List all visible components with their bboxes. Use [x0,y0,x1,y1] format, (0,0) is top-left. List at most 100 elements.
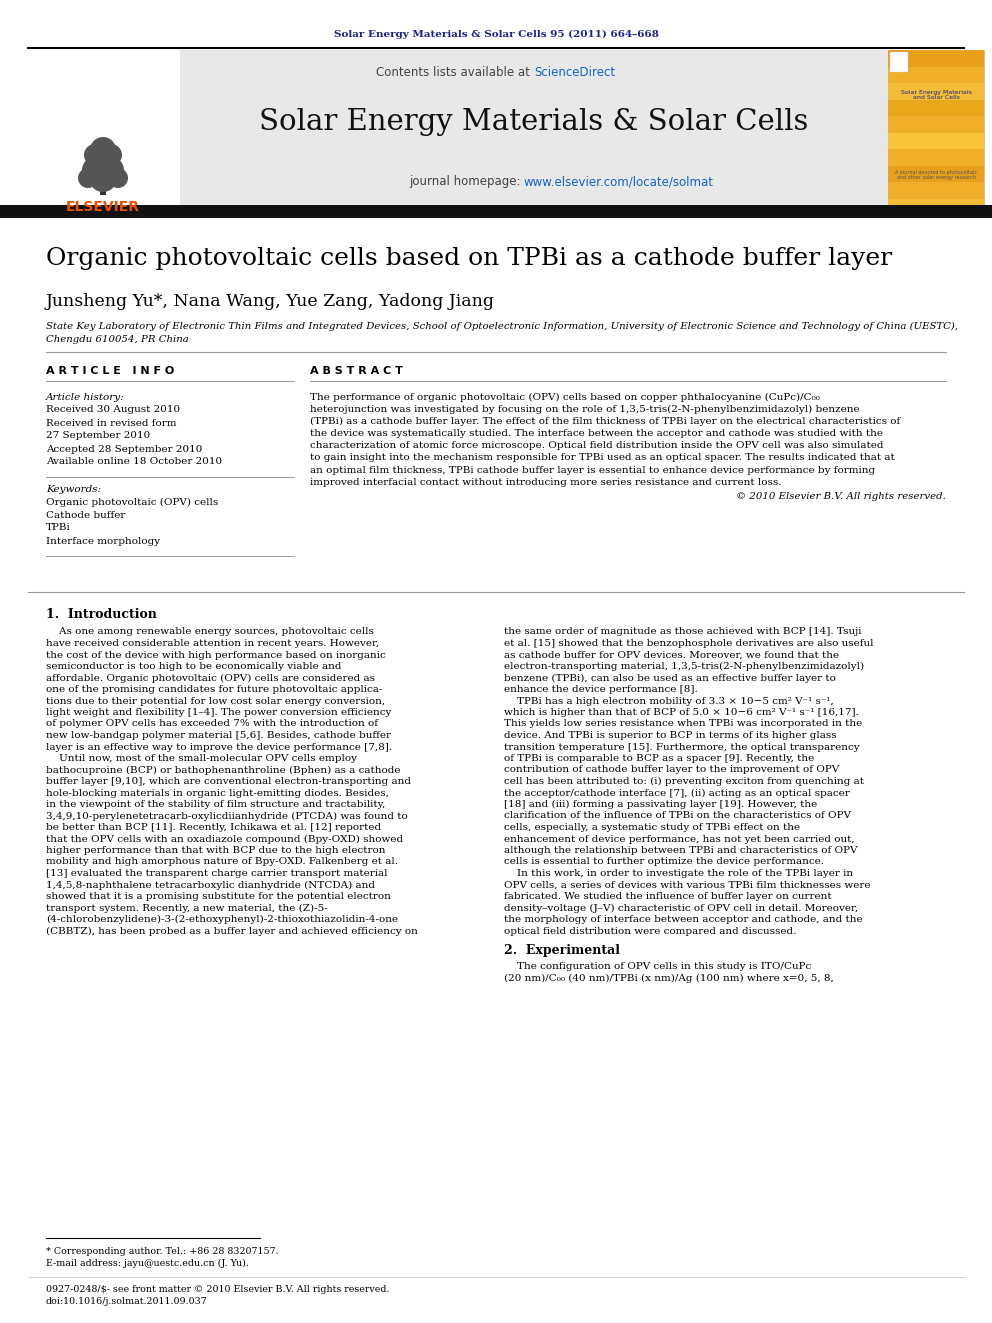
Text: transition temperature [15]. Furthermore, the optical transparency: transition temperature [15]. Furthermore… [504,742,860,751]
Text: (TPBi) as a cathode buffer layer. The effect of the film thickness of TPBi layer: (TPBi) as a cathode buffer layer. The ef… [310,417,901,426]
Text: device. And TPBi is superior to BCP in terms of its higher glass: device. And TPBi is superior to BCP in t… [504,732,836,740]
Bar [888,183,984,198]
Text: 0927-0248/$- see front matter © 2010 Elsevier B.V. All rights reserved.: 0927-0248/$- see front matter © 2010 Els… [46,1285,390,1294]
Text: cells, especially, a systematic study of TPBi effect on the: cells, especially, a systematic study of… [504,823,801,832]
Text: enhancement of device performance, has not yet been carried out,: enhancement of device performance, has n… [504,835,855,844]
Text: journal homepage:: journal homepage: [409,176,524,188]
Bar [888,50,984,216]
Text: Received 30 August 2010: Received 30 August 2010 [46,406,181,414]
Text: The performance of organic photovoltaic (OPV) cells based on copper phthalocyani: The performance of organic photovoltaic … [310,393,819,402]
Text: OPV cells, a series of devices with various TPBi film thicknesses were: OPV cells, a series of devices with vari… [504,881,871,889]
Bar [888,66,984,83]
Text: although the relationship between TPBi and characteristics of OPV: although the relationship between TPBi a… [504,845,857,855]
Text: et al. [15] showed that the benzophosphole derivatives are also useful: et al. [15] showed that the benzophospho… [504,639,874,648]
Text: improved interfacial contact without introducing more series resistance and curr: improved interfacial contact without int… [310,478,782,487]
Text: mobility and high amorphous nature of Bpy-OXD. Falkenberg et al.: mobility and high amorphous nature of Bp… [46,857,398,867]
Text: Accepted 28 September 2010: Accepted 28 September 2010 [46,445,202,454]
Text: of polymer OPV cells has exceeded 7% with the introduction of: of polymer OPV cells has exceeded 7% wit… [46,720,378,729]
Text: to gain insight into the mechanism responsible for TPBi used as an optical space: to gain insight into the mechanism respo… [310,454,895,463]
Text: TPBi: TPBi [46,524,70,532]
Text: 2.  Experimental: 2. Experimental [504,945,620,957]
Bar [0,205,992,218]
Text: * Corresponding author. Tel.: +86 28 83207157.: * Corresponding author. Tel.: +86 28 832… [46,1246,279,1256]
Circle shape [89,164,117,192]
Circle shape [84,144,106,165]
Text: Junsheng Yu*, Nana Wang, Yue Zang, Yadong Jiang: Junsheng Yu*, Nana Wang, Yue Zang, Yadon… [46,294,495,311]
Text: tions due to their potential for low cost solar energy conversion,: tions due to their potential for low cos… [46,696,385,705]
Bar [888,83,984,99]
Circle shape [100,144,122,165]
Text: Article history:: Article history: [46,393,125,401]
Bar [100,169,106,194]
Circle shape [108,168,128,188]
Text: The configuration of OPV cells in this study is ITO/CuPc: The configuration of OPV cells in this s… [504,962,811,971]
Bar [888,99,984,116]
Text: characterization of atomic force microscope. Optical field distribution inside t: characterization of atomic force microsc… [310,442,884,450]
Text: 27 September 2010: 27 September 2010 [46,431,150,441]
Text: E-mail address: jayu@uestc.edu.cn (J. Yu).: E-mail address: jayu@uestc.edu.cn (J. Yu… [46,1258,249,1267]
Text: one of the promising candidates for future photovoltaic applica-: one of the promising candidates for futu… [46,685,382,695]
Text: showed that it is a promising substitute for the potential electron: showed that it is a promising substitute… [46,892,391,901]
Text: www.elsevier.com/locate/solmat: www.elsevier.com/locate/solmat [524,176,714,188]
Text: light weight and flexibility [1–4]. The power conversion efficiency: light weight and flexibility [1–4]. The … [46,708,392,717]
Text: TPBi has a high electron mobility of 3.3 × 10−5 cm² V⁻¹ s⁻¹,: TPBi has a high electron mobility of 3.3… [504,696,833,705]
Text: © 2010 Elsevier B.V. All rights reserved.: © 2010 Elsevier B.V. All rights reserved… [736,492,946,501]
Text: the device was systematically studied. The interface between the acceptor and ca: the device was systematically studied. T… [310,429,883,438]
Text: Chengdu 610054, PR China: Chengdu 610054, PR China [46,336,188,344]
Text: doi:10.1016/j.solmat.2011.09.037: doi:10.1016/j.solmat.2011.09.037 [46,1297,207,1306]
Text: affordable. Organic photovoltaic (OPV) cells are considered as: affordable. Organic photovoltaic (OPV) c… [46,673,375,683]
Text: As one among renewable energy sources, photovoltaic cells: As one among renewable energy sources, p… [46,627,374,636]
Text: ScienceDirect: ScienceDirect [534,66,615,79]
Circle shape [87,146,119,179]
Text: density–voltage (J–V) characteristic of OPV cell in detail. Moreover,: density–voltage (J–V) characteristic of … [504,904,858,913]
Bar [888,50,984,66]
Text: which is higher than that of BCP of 5.0 × 10−6 cm² V⁻¹ s⁻¹ [16,17].: which is higher than that of BCP of 5.0 … [504,708,859,717]
Text: 3,4,9,10-perylenetetracarb-oxylicdiianhydride (PTCDA) was found to: 3,4,9,10-perylenetetracarb-oxylicdiianhy… [46,811,408,820]
Text: semiconductor is too high to be economically viable and: semiconductor is too high to be economic… [46,662,341,671]
Text: new low-bandgap polymer material [5,6]. Besides, cathode buffer: new low-bandgap polymer material [5,6]. … [46,732,391,740]
Text: (CBBTZ), has been probed as a buffer layer and achieved efficiency on: (CBBTZ), has been probed as a buffer lay… [46,926,418,935]
Text: fabricated. We studied the influence of buffer layer on current: fabricated. We studied the influence of … [504,892,831,901]
Text: Keywords:: Keywords: [46,484,101,493]
Text: of TPBi is comparable to BCP as a spacer [9]. Recently, the: of TPBi is comparable to BCP as a spacer… [504,754,814,763]
Bar [890,52,908,71]
Text: Organic photovoltaic cells based on TPBi as a cathode buffer layer: Organic photovoltaic cells based on TPBi… [46,246,892,270]
Bar [888,165,984,183]
Circle shape [78,168,98,188]
Text: higher performance than that with BCP due to the high electron: higher performance than that with BCP du… [46,845,386,855]
Text: 1.  Introduction: 1. Introduction [46,607,157,620]
Text: buffer layer [9,10], which are conventional electron-transporting and: buffer layer [9,10], which are conventio… [46,777,411,786]
Text: cell has been attributed to: (i) preventing exciton from quenching at: cell has been attributed to: (i) prevent… [504,777,864,786]
Text: be better than BCP [11]. Recently, Ichikawa et al. [12] reported: be better than BCP [11]. Recently, Ichik… [46,823,381,832]
Text: heterojunction was investigated by focusing on the role of 1,3,5-tris(2-N-phenyl: heterojunction was investigated by focus… [310,405,860,414]
Text: (4-chlorobenzylidene)-3-(2-ethoxyphenyl)-2-thioxothiazolidin-4-one: (4-chlorobenzylidene)-3-(2-ethoxyphenyl)… [46,916,398,923]
Text: ELSEVIER: ELSEVIER [66,200,140,214]
Text: Available online 18 October 2010: Available online 18 October 2010 [46,458,222,467]
Text: cells is essential to further optimize the device performance.: cells is essential to further optimize t… [504,857,824,867]
Text: (20 nm)/C₀₀ (40 nm)/TPBi (x nm)/Ag (100 nm) where x=0, 5, 8,: (20 nm)/C₀₀ (40 nm)/TPBi (x nm)/Ag (100 … [504,974,833,983]
Text: Solar Energy Materials
and Solar Cells: Solar Energy Materials and Solar Cells [901,90,971,101]
Text: 1,4,5,8-naphthalene tetracarboxylic dianhydride (NTCDA) and: 1,4,5,8-naphthalene tetracarboxylic dian… [46,880,375,889]
Text: electron-transporting material, 1,3,5-tris(2-N-phenylbenzimidazolyl): electron-transporting material, 1,3,5-tr… [504,662,864,671]
Text: that the OPV cells with an oxadiazole compound (Bpy-OXD) showed: that the OPV cells with an oxadiazole co… [46,835,403,844]
Text: Received in revised form: Received in revised form [46,418,177,427]
Text: transport system. Recently, a new material, the (Z)-5-: transport system. Recently, a new materi… [46,904,327,913]
Text: an optimal film thickness, TPBi cathode buffer layer is essential to enhance dev: an optimal film thickness, TPBi cathode … [310,466,875,475]
Text: hole-blocking materials in organic light-emitting diodes. Besides,: hole-blocking materials in organic light… [46,789,389,798]
Text: Solar Energy Materials & Solar Cells 95 (2011) 664–668: Solar Energy Materials & Solar Cells 95 … [333,29,659,38]
Text: Contents lists available at: Contents lists available at [376,66,534,79]
Text: A journal devoted to photovoltaic
and other solar energy research: A journal devoted to photovoltaic and ot… [895,169,977,180]
Text: [13] evaluated the transparent charge carrier transport material: [13] evaluated the transparent charge ca… [46,869,388,878]
Text: the morphology of interface between acceptor and cathode, and the: the morphology of interface between acce… [504,916,863,923]
Text: A B S T R A C T: A B S T R A C T [310,366,403,376]
Text: clarification of the influence of TPBi on the characteristics of OPV: clarification of the influence of TPBi o… [504,811,851,820]
Text: In this work, in order to investigate the role of the TPBi layer in: In this work, in order to investigate th… [504,869,853,878]
Text: the same order of magnitude as those achieved with BCP [14]. Tsuji: the same order of magnitude as those ach… [504,627,861,636]
Text: bathocuproine (BCP) or bathophenanthroline (Bphen) as a cathode: bathocuproine (BCP) or bathophenanthroli… [46,766,401,774]
Text: the cost of the device with high performance based on inorganic: the cost of the device with high perform… [46,651,386,659]
Text: layer is an effective way to improve the device performance [7,8].: layer is an effective way to improve the… [46,742,392,751]
Bar [888,149,984,165]
Bar [888,132,984,149]
Text: A R T I C L E   I N F O: A R T I C L E I N F O [46,366,175,376]
Bar [180,50,888,216]
